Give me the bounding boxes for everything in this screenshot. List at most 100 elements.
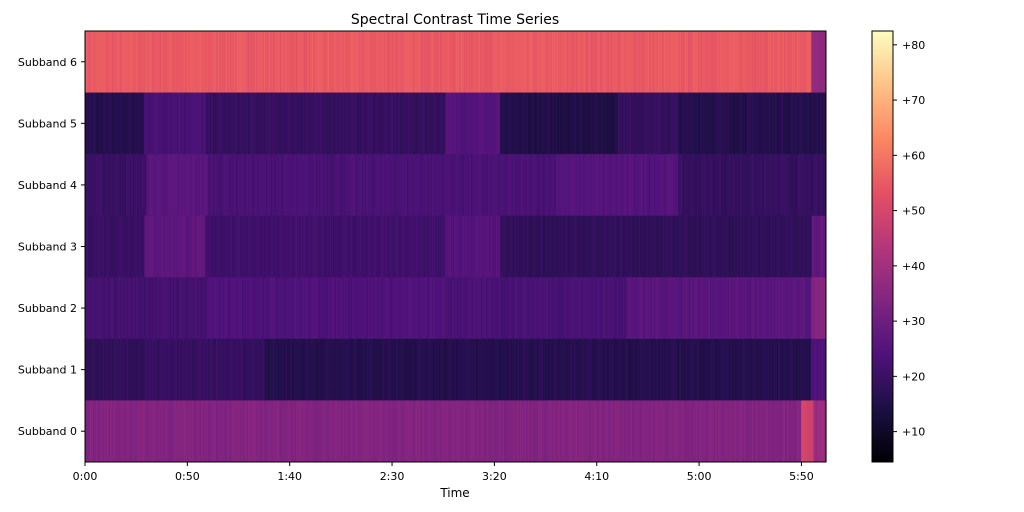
heatmap-streak [515,277,516,339]
heatmap-streak [623,338,625,401]
heatmap-streak [620,154,622,216]
heatmap-streak [612,277,614,339]
heatmap-streak [782,400,784,462]
heatmap-streak [540,92,541,155]
heatmap-streak [694,400,696,462]
heatmap-streak [638,154,640,216]
heatmap-streak [778,338,780,401]
heatmap-streak [160,92,161,155]
heatmap-streak [93,400,94,462]
heatmap-streak [667,277,668,339]
heatmap-streak [716,154,718,216]
heatmap-streak [384,400,386,462]
heatmap-streak [421,277,423,339]
heatmap-streak [570,92,572,155]
heatmap-streak [541,92,543,155]
heatmap-streak [110,277,112,339]
heatmap-streak [158,277,160,339]
heatmap-streak [603,154,604,216]
heatmap-streak [238,92,240,155]
heatmap-streak [281,400,283,462]
heatmap-streak [401,215,403,278]
heatmap-streak [91,215,93,278]
heatmap-streak [605,92,607,155]
heatmap-streak [381,31,382,93]
heatmap-streak [390,215,392,278]
heatmap-streak [494,277,496,339]
heatmap-streak [248,154,250,216]
heatmap-streak [795,400,797,462]
heatmap-streak [141,215,142,278]
heatmap-streak [240,215,242,278]
heatmap-streak [644,215,645,278]
heatmap-streak [350,92,352,155]
heatmap-streak [155,400,157,462]
heatmap-streak [247,277,248,339]
heatmap-streak [473,92,475,155]
heatmap-streak [168,92,169,155]
heatmap-streak [725,31,726,93]
heatmap-streak [133,277,134,339]
heatmap-streak [336,154,338,216]
heatmap-streak [359,338,361,401]
heatmap-streak [107,31,109,93]
heatmap-streak [89,215,91,278]
heatmap-streak [394,154,396,216]
heatmap-streak [182,31,184,93]
heatmap-streak [704,31,706,93]
heatmap-streak [312,92,314,155]
heatmap-streak [118,154,120,216]
heatmap-streak [161,92,163,155]
heatmap-streak [352,400,354,462]
heatmap-streak [585,400,587,462]
heatmap-streak [113,31,115,93]
heatmap-streak [751,338,753,401]
x-tick-label: 4:10 [584,470,609,483]
heatmap-streak [513,277,515,339]
heatmap-streak [575,92,577,155]
heatmap-texture [85,92,146,155]
heatmap-streak [649,277,651,339]
heatmap-streak [493,31,494,93]
heatmap-streak [347,215,349,278]
heatmap-streak [472,400,474,462]
heatmap-streak [231,277,232,339]
heatmap-streak [663,277,665,339]
heatmap-streak [559,277,561,339]
heatmap-streak [593,277,595,339]
heatmap-row-subband-4 [85,154,827,217]
heatmap-streak [429,400,430,462]
heatmap-streak [334,92,336,155]
heatmap-streak [613,215,615,278]
heatmap-streak [820,31,822,93]
heatmap-streak [551,154,552,216]
heatmap-streak [783,277,785,339]
heatmap-streak [483,92,485,155]
heatmap-streak [582,31,584,93]
heatmap-streak [483,215,485,278]
heatmap-streak [412,338,414,401]
heatmap-streak [472,92,474,155]
heatmap-streak [596,277,598,339]
heatmap-streak [221,400,222,462]
heatmap-streak [406,31,408,93]
heatmap-streak [600,400,602,462]
heatmap-streak [789,338,791,401]
heatmap-streak [383,154,384,216]
heatmap-streak [154,154,155,216]
heatmap-streak [137,31,139,93]
heatmap-streak [158,338,160,401]
heatmap-texture [445,215,501,278]
heatmap-streak [431,154,432,216]
heatmap-streak [277,215,278,278]
heatmap-streak [190,92,192,155]
heatmap-streak [96,92,98,155]
heatmap-streak [371,277,373,339]
heatmap-streak [279,338,281,401]
heatmap-streak [342,215,344,278]
heatmap-streak [613,338,615,401]
heatmap-streak [809,400,810,462]
heatmap-streak [673,277,675,339]
heatmap-streak [565,400,566,462]
heatmap-streak [480,215,482,278]
